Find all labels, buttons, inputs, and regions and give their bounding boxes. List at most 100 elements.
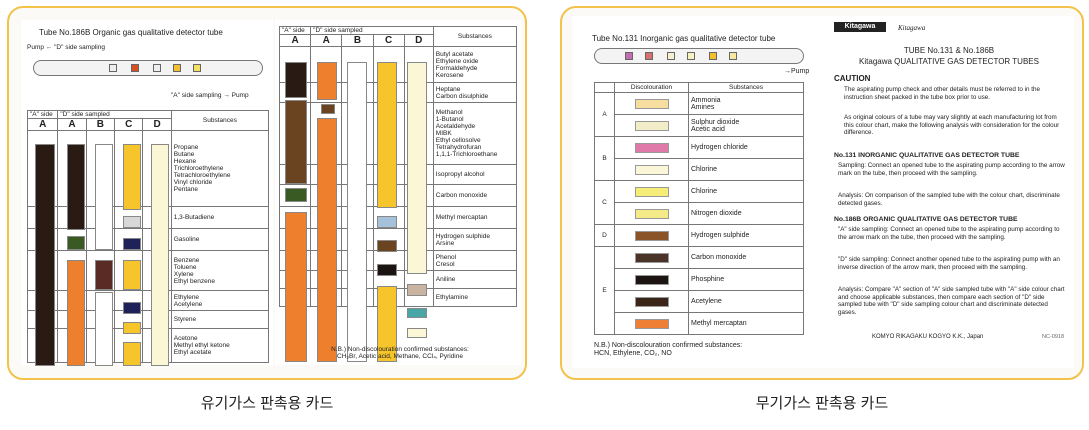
- colour-bar: [95, 144, 113, 250]
- col-header: B: [341, 34, 374, 47]
- colour-bar: [407, 284, 427, 296]
- colour-bar: [67, 260, 85, 366]
- colour-chip: [634, 98, 669, 109]
- substance-cell: Propane Butane Hexane Trichloroethylene …: [170, 130, 270, 207]
- tube-segment: [729, 52, 737, 60]
- organic-tube-title: Tube No.186B Organic gas qualitative det…: [39, 28, 223, 37]
- col-header: C: [372, 34, 405, 47]
- tube-segment: [153, 64, 161, 72]
- colour-chip: [634, 274, 669, 285]
- no186b-d-sampling: "D" side sampling: Connect another opene…: [838, 256, 1060, 271]
- colour-bar-a-side: [285, 62, 307, 98]
- colour-bar: [317, 118, 337, 362]
- colour-bar: [123, 322, 141, 334]
- colour-bar-a-side: [285, 212, 307, 362]
- substance-cell: Methyl mercaptan: [688, 312, 804, 335]
- col-header: D: [403, 34, 434, 47]
- d-side-header: "D" side sampled: [310, 26, 434, 35]
- colour-bar: [377, 216, 397, 228]
- substance-cell: Styrene: [170, 310, 270, 329]
- organic-left-card: Tube No.186B Organic gas qualitative det…: [21, 20, 273, 366]
- tube-segment: [625, 52, 633, 60]
- substance-cell: Hydrogen sulphide Arsine: [432, 228, 518, 251]
- colour-chip: [634, 164, 669, 175]
- colour-bar: [123, 238, 141, 250]
- substances-header: Substances: [170, 110, 270, 131]
- colour-chip: [634, 186, 669, 197]
- col-header: A: [278, 34, 312, 47]
- header-title-1: TUBE No.131 & No.186B: [903, 46, 995, 55]
- substance-cell: Hydrogen sulphide: [688, 224, 804, 247]
- colour-bar: [377, 286, 397, 362]
- colour-chip: [634, 252, 669, 263]
- col-header: D: [142, 118, 172, 131]
- substance-cell: Benzene Toluene Xylene Ethyl benzene: [170, 250, 270, 291]
- colour-bar: [67, 144, 85, 230]
- substance-cell: Carbon monoxide: [432, 184, 518, 207]
- inorganic-tube-title: Tube No.131 Inorganic gas qualitative de…: [592, 34, 776, 43]
- tube-segment: [667, 52, 675, 60]
- group-label: D: [594, 224, 615, 247]
- colour-bar: [407, 328, 427, 338]
- a-side-header: "A" side: [278, 26, 312, 35]
- colour-bar: [151, 144, 169, 366]
- no186b-a-sampling: "A" side sampling: Connect an opened tub…: [838, 226, 1060, 241]
- colour-bar: [407, 308, 427, 318]
- col-header: A: [57, 118, 87, 131]
- organic-right-table: "A" side "D" side sampled Substances A A…: [278, 26, 518, 307]
- discolouration-header: Discolouration: [614, 82, 689, 93]
- colour-bar-a-side: [285, 100, 307, 184]
- substance-cell: Chlorine: [688, 158, 804, 181]
- no186b-heading: No.186B ORGANIC QUALITATIVE GAS DETECTOR…: [834, 216, 1018, 223]
- colour-bar: [377, 240, 397, 252]
- d-side-header: "D" side sampled: [57, 110, 172, 119]
- substance-cell: Heptane Carbon disulphide: [432, 82, 518, 103]
- group-label: A: [594, 92, 615, 137]
- col-header: C: [114, 118, 144, 131]
- colour-bar: [123, 342, 141, 366]
- colour-chip: [634, 142, 669, 153]
- colour-bar: [67, 236, 85, 250]
- a-side-header: "A" side: [26, 110, 59, 119]
- substance-cell: Aniline: [432, 270, 518, 289]
- substance-cell: Carbon monoxide: [688, 246, 804, 269]
- colour-bar: [123, 260, 141, 290]
- substance-cell: Ethylamine: [432, 288, 518, 307]
- colour-bar: [123, 216, 141, 228]
- colour-bar: [321, 104, 335, 114]
- colour-chip: [634, 208, 669, 219]
- organic-note: N.B.) Non-discolouration confirmed subst…: [331, 346, 469, 361]
- inorganic-note: N.B.) Non-discolouration confirmed subst…: [594, 342, 743, 358]
- inorganic-card-panel: Tube No.131 Inorganic gas qualitative de…: [560, 6, 1084, 380]
- substance-cell: Methyl mercaptan: [432, 206, 518, 229]
- caution-text-2: As original colours of a tube may vary s…: [844, 114, 1060, 137]
- colour-bar: [377, 264, 397, 276]
- substance-cell: Butyl acetate Ethylene oxide Formaldehyd…: [432, 46, 518, 83]
- substance-cell: Ethylene Acetylene: [170, 290, 270, 311]
- substance-cell: Acetylene: [688, 290, 804, 313]
- substance-cell: Methanol 1-Butanol Acetaldehyde MIBK Eth…: [432, 102, 518, 165]
- organic-left-table: "A" side "D" side sampled Substances A A…: [26, 110, 270, 363]
- colour-bar: [123, 144, 141, 210]
- tube-segment: [709, 52, 717, 60]
- colour-bar: [347, 62, 367, 362]
- no131-analysis: Analysis: On comparison of the sampled t…: [838, 192, 1060, 207]
- substance-cell: Acetone Methyl ethyl ketone Ethyl acetat…: [170, 328, 270, 363]
- colour-bar: [407, 62, 427, 274]
- substance-cell: Hydrogen chloride: [688, 136, 804, 159]
- substance-cell: 1,3-Butadiene: [170, 206, 270, 229]
- caution-heading: CAUTION: [834, 74, 871, 83]
- colour-chip: [634, 318, 669, 329]
- organic-pump-label: Pump ← "D" side sampling: [27, 44, 105, 51]
- tube-segment: [193, 64, 201, 72]
- tube-segment: [173, 64, 181, 72]
- group-label: E: [594, 246, 615, 335]
- substance-cell: Gasoline: [170, 228, 270, 251]
- colour-bar-a-side: [285, 188, 307, 202]
- tube-segment: [109, 64, 117, 72]
- colour-bar: [123, 302, 141, 314]
- colour-chip: [634, 296, 669, 307]
- colour-bar: [317, 62, 337, 100]
- inorganic-table: Discolouration Substances A Ammonia Amin…: [594, 82, 804, 335]
- tube-segment: [687, 52, 695, 60]
